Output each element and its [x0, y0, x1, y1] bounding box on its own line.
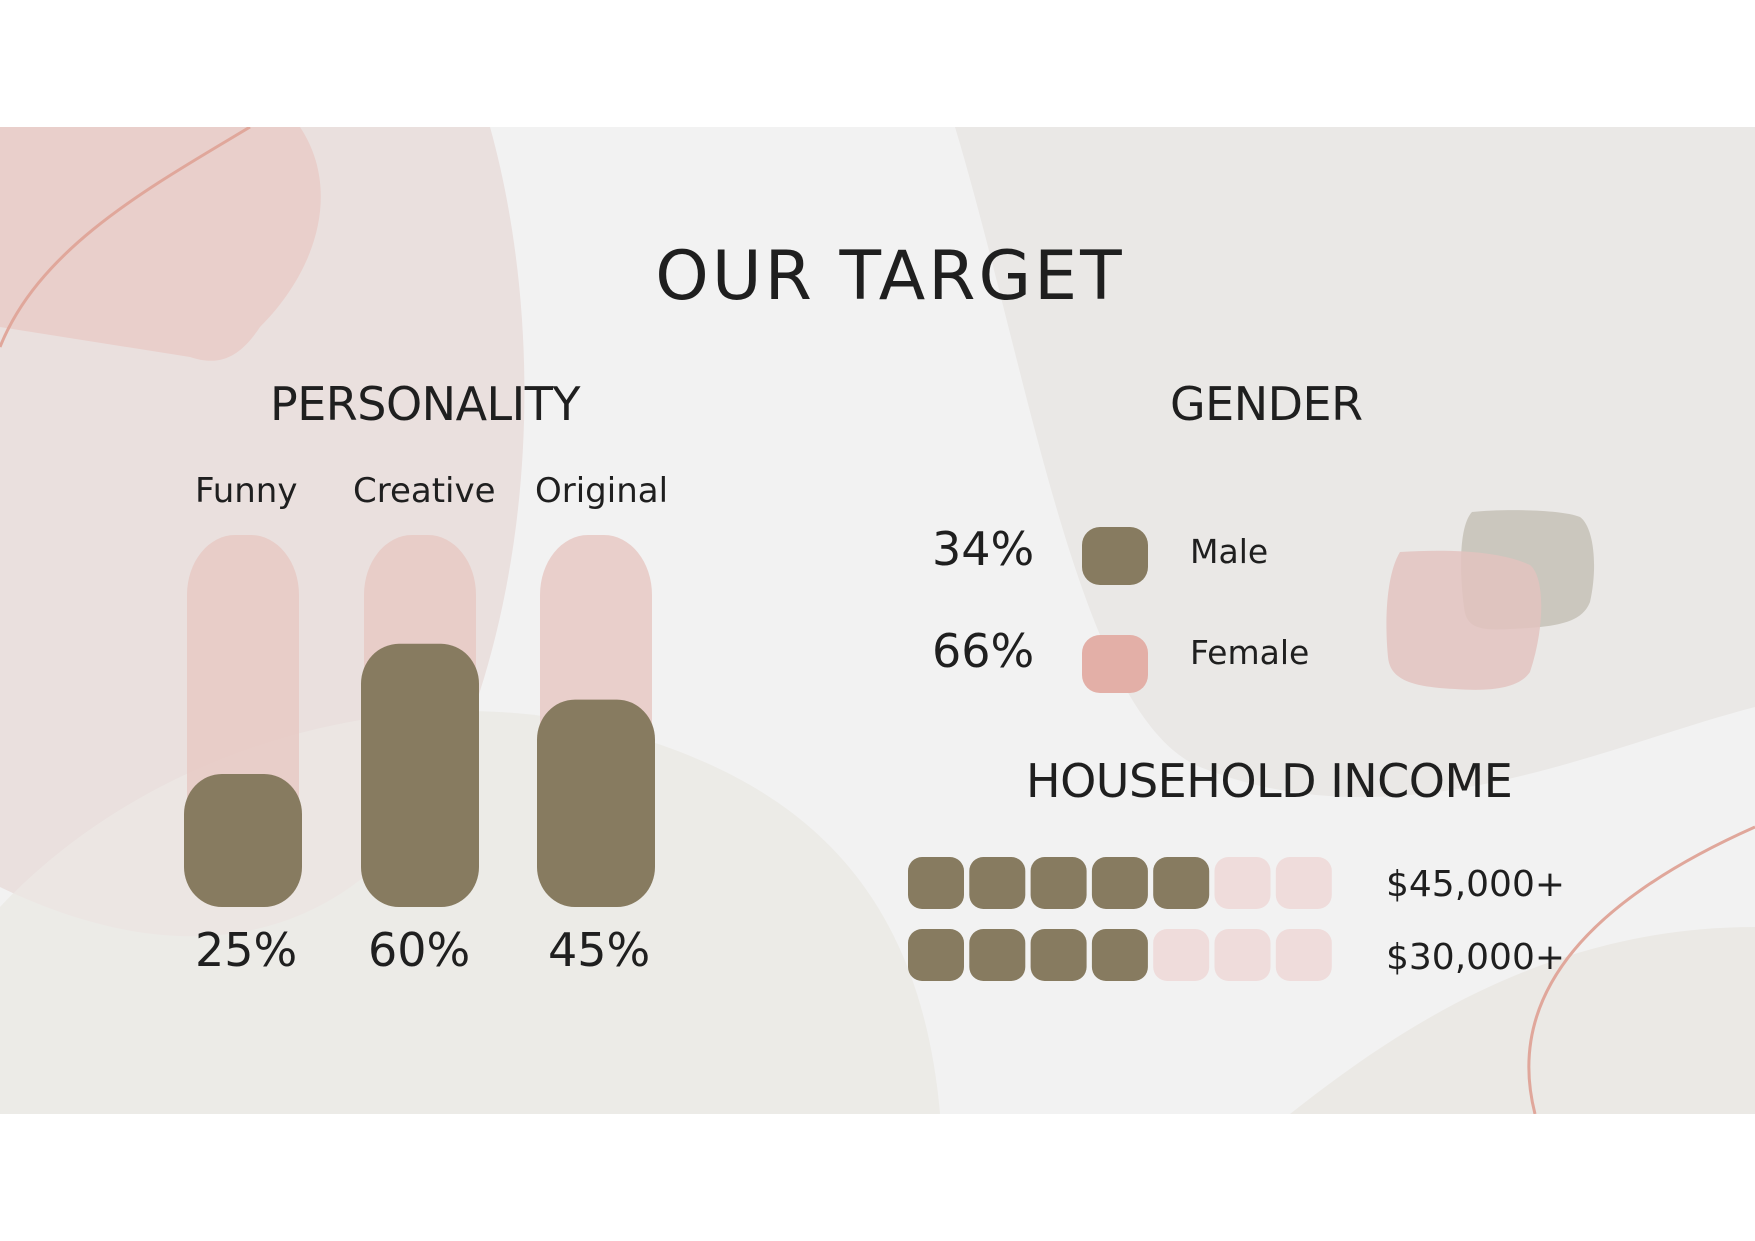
income-block-2-2-filled	[969, 929, 1026, 981]
personality-label-funny: Funny	[195, 471, 298, 511]
personality-bars	[184, 535, 655, 907]
gender-swatch-male	[1082, 527, 1148, 585]
income-block-2-4-filled	[1091, 929, 1148, 981]
income-block-1-4-filled	[1091, 857, 1148, 909]
personality-value-funny: 25%	[195, 923, 298, 977]
gender-value-male: 34%	[932, 522, 1035, 576]
gender-label-female: Female	[1190, 633, 1310, 672]
bg-pink-top	[0, 127, 321, 361]
income-block-2-7-empty	[1275, 929, 1332, 981]
slide: OUR TARGET PERSONALITY Funny Creative Or…	[0, 127, 1755, 1114]
gender-label-male: Male	[1190, 532, 1269, 571]
income-block-1-3-filled	[1030, 857, 1087, 909]
gender-heading: GENDER	[1170, 377, 1363, 431]
bg-beige-bottom-right	[1290, 927, 1755, 1114]
income-block-1-2-filled	[969, 857, 1026, 909]
income-block-1-6-empty	[1214, 857, 1271, 909]
income-block-1-1-filled	[908, 857, 964, 909]
personality-label-original: Original	[535, 471, 669, 511]
bar-value-original	[537, 699, 655, 907]
bg-line-bottom-right	[1527, 825, 1755, 1114]
bg-gray-right	[955, 127, 1755, 798]
gender-value-female: 66%	[932, 624, 1035, 678]
income-block-1-5-filled	[1153, 857, 1210, 909]
personality-label-creative: Creative	[353, 471, 496, 511]
bar-value-creative	[361, 643, 479, 907]
personality-heading: PERSONALITY	[270, 377, 580, 431]
income-label-30000: $30,000+	[1386, 937, 1566, 978]
income-heading: HOUSEHOLD INCOME	[1026, 754, 1513, 808]
income-label-45000: $45,000+	[1386, 864, 1566, 905]
background-shapes	[0, 127, 1755, 1114]
personality-value-original: 45%	[548, 923, 651, 977]
income-block-2-1-filled	[908, 929, 964, 981]
page-title: OUR TARGET	[655, 237, 1125, 316]
bg-line-top-left	[0, 127, 251, 348]
income-block-1-7-empty	[1275, 857, 1332, 909]
gender-decoration	[1386, 510, 1595, 690]
gender-swatches	[1082, 527, 1148, 693]
income-block-2-3-filled	[1030, 929, 1087, 981]
deco-pink-square	[1386, 550, 1542, 690]
income-blocks	[908, 857, 1332, 981]
income-block-2-5-empty	[1153, 929, 1210, 981]
personality-value-creative: 60%	[368, 923, 471, 977]
bar-value-funny	[184, 774, 302, 907]
income-block-2-6-empty	[1214, 929, 1271, 981]
gender-swatch-female	[1082, 635, 1148, 693]
